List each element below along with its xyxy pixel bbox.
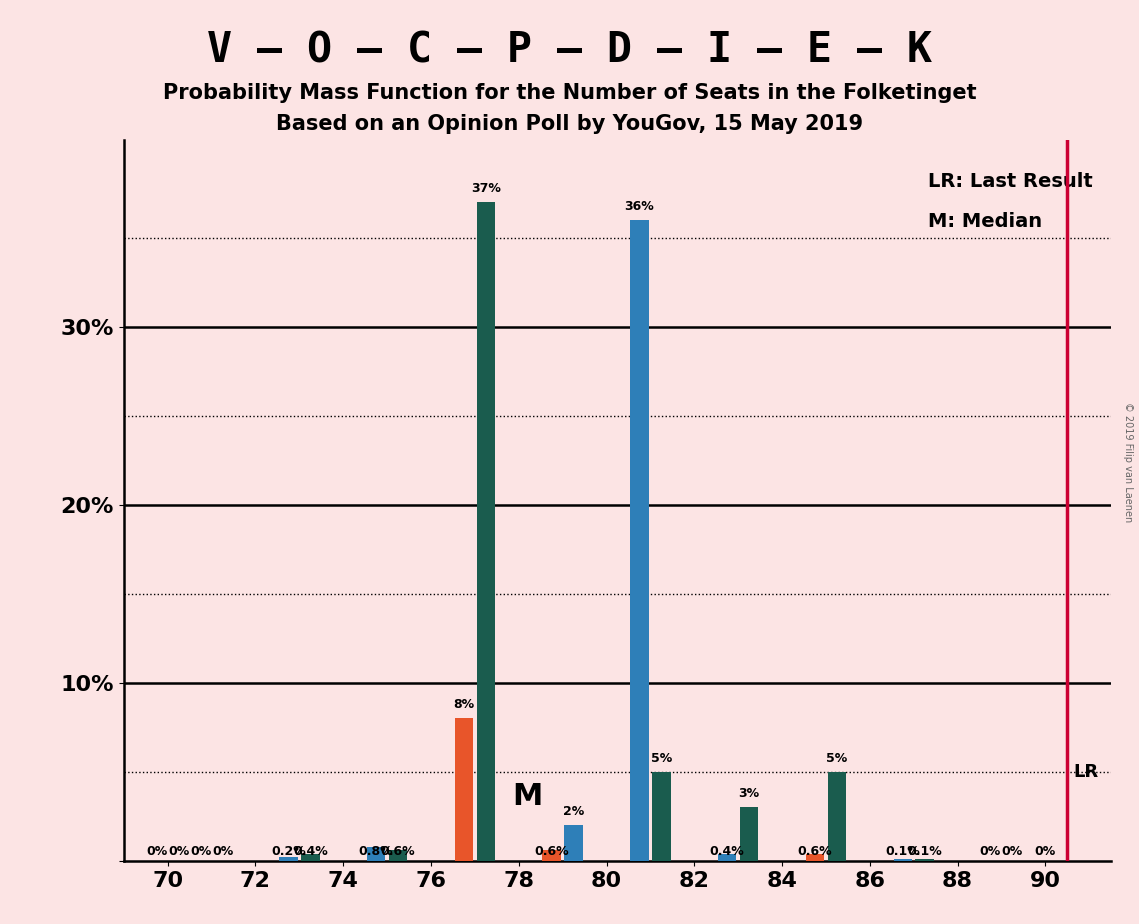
Bar bbox=[893, 859, 912, 861]
Text: 2%: 2% bbox=[563, 805, 584, 818]
Text: 0.6%: 0.6% bbox=[797, 845, 833, 857]
Bar bbox=[564, 825, 583, 861]
Bar bbox=[388, 850, 408, 861]
Text: 0.8%: 0.8% bbox=[359, 845, 393, 857]
Bar bbox=[476, 202, 495, 861]
Text: 0.1%: 0.1% bbox=[908, 845, 942, 857]
Text: 0%: 0% bbox=[190, 845, 211, 857]
Text: Based on an Opinion Poll by YouGov, 15 May 2019: Based on an Opinion Poll by YouGov, 15 M… bbox=[276, 114, 863, 134]
Text: 0.1%: 0.1% bbox=[885, 845, 920, 857]
Bar bbox=[301, 854, 320, 861]
Text: 0.4%: 0.4% bbox=[293, 845, 328, 857]
Text: LR: Last Result: LR: Last Result bbox=[928, 172, 1093, 191]
Text: 3%: 3% bbox=[738, 787, 760, 800]
Text: 5%: 5% bbox=[650, 751, 672, 765]
Text: 0.6%: 0.6% bbox=[380, 845, 416, 857]
Bar bbox=[653, 772, 671, 861]
Text: LR: LR bbox=[1074, 763, 1099, 781]
Text: 0%: 0% bbox=[980, 845, 1001, 857]
Text: 5%: 5% bbox=[826, 751, 847, 765]
Text: 37%: 37% bbox=[470, 182, 501, 195]
Bar bbox=[805, 854, 825, 861]
Bar bbox=[916, 859, 934, 861]
Text: M: M bbox=[513, 782, 542, 811]
Bar bbox=[454, 718, 473, 861]
Text: 0%: 0% bbox=[1034, 845, 1056, 857]
Bar bbox=[828, 772, 846, 861]
Text: Probability Mass Function for the Number of Seats in the Folketinget: Probability Mass Function for the Number… bbox=[163, 83, 976, 103]
Bar bbox=[279, 857, 297, 861]
Bar bbox=[367, 846, 385, 861]
Text: 0%: 0% bbox=[212, 845, 233, 857]
Bar bbox=[740, 808, 759, 861]
Bar bbox=[718, 854, 737, 861]
Text: M: Median: M: Median bbox=[928, 212, 1042, 231]
Text: V – O – C – P – D – I – E – K: V – O – C – P – D – I – E – K bbox=[207, 30, 932, 71]
Text: 8%: 8% bbox=[453, 699, 475, 711]
Text: 0%: 0% bbox=[146, 845, 167, 857]
Text: 36%: 36% bbox=[624, 200, 654, 213]
Text: © 2019 Filip van Laenen: © 2019 Filip van Laenen bbox=[1123, 402, 1133, 522]
Text: 0%: 0% bbox=[1002, 845, 1023, 857]
Text: 0.4%: 0.4% bbox=[710, 845, 745, 857]
Bar bbox=[630, 220, 648, 861]
Text: 0.2%: 0.2% bbox=[271, 845, 305, 857]
Text: 0.6%: 0.6% bbox=[534, 845, 570, 857]
Text: 0%: 0% bbox=[169, 845, 189, 857]
Bar bbox=[542, 850, 560, 861]
